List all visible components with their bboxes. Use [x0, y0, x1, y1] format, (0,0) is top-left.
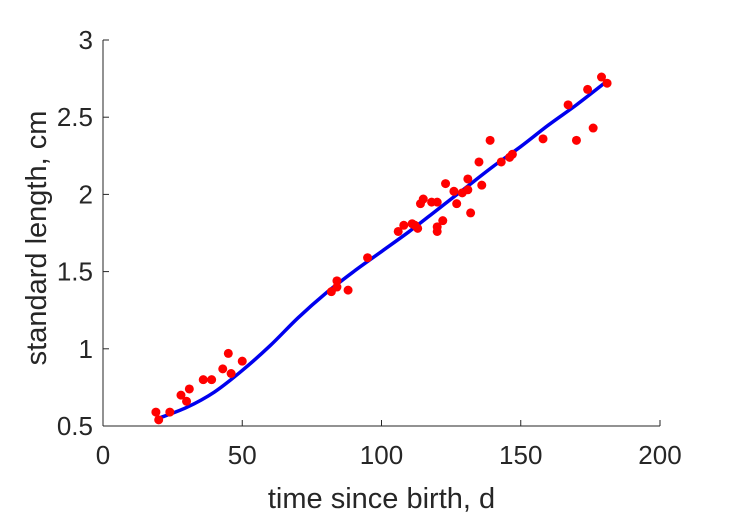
ticks: 0 50 100 150 200 0.5 1 1.5 2 2.5 3 — [57, 25, 682, 470]
data-point — [563, 100, 573, 110]
x-tick-label: 200 — [638, 440, 681, 470]
data-point — [198, 375, 208, 385]
data-point — [237, 356, 247, 366]
data-point — [588, 123, 598, 133]
data-point — [399, 220, 409, 230]
data-point — [184, 384, 194, 394]
axes — [102, 40, 660, 427]
data-point — [477, 180, 487, 190]
x-tick-label: 100 — [360, 440, 403, 470]
data-point — [438, 216, 448, 226]
data-point — [182, 396, 192, 406]
data-point — [165, 407, 175, 417]
data-point — [226, 369, 236, 378]
y-tick-label: 1.5 — [57, 257, 93, 287]
x-tick-label: 50 — [228, 440, 257, 470]
x-axis-title: time since birth, d — [268, 483, 495, 515]
data-point — [485, 135, 495, 145]
data-point — [452, 199, 462, 209]
data-point — [474, 157, 484, 167]
data-point — [583, 84, 593, 94]
data-point — [413, 223, 423, 233]
y-tick-label: 1 — [79, 334, 93, 364]
fit-curve-layer — [156, 81, 607, 421]
data-point — [432, 197, 442, 207]
data-point — [597, 72, 607, 82]
data-point — [449, 186, 459, 196]
x-tick-label: 0 — [96, 440, 110, 470]
data-point — [602, 78, 612, 88]
y-tick-label: 2 — [79, 179, 93, 209]
data-point — [571, 135, 581, 145]
y-tick-label: 2.5 — [57, 102, 93, 132]
data-point — [343, 285, 353, 295]
data-point — [507, 149, 517, 159]
data-point — [218, 364, 228, 374]
data-point — [496, 157, 506, 167]
fit-curve — [156, 81, 607, 421]
data-point — [432, 226, 442, 236]
y-axis-title: standard length, cm — [21, 111, 53, 366]
data-point — [223, 348, 233, 358]
data-point — [154, 415, 164, 425]
data-point — [538, 134, 548, 144]
data-point — [466, 208, 476, 218]
data-point — [363, 253, 373, 263]
data-point — [393, 226, 403, 236]
data-point — [176, 390, 186, 400]
y-tick-label: 3 — [79, 25, 93, 55]
data-point — [441, 179, 451, 189]
data-point — [463, 185, 473, 195]
y-tick-label: 0.5 — [57, 411, 93, 441]
data-point — [463, 174, 473, 184]
data-points-layer — [151, 72, 612, 425]
data-point — [418, 194, 428, 204]
data-point — [151, 407, 161, 417]
data-point — [332, 282, 342, 292]
x-tick-label: 150 — [499, 440, 542, 470]
data-point — [207, 375, 217, 385]
data-point — [332, 276, 342, 286]
